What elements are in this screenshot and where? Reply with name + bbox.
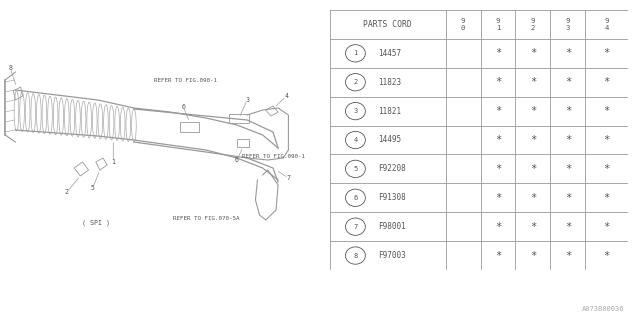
- Text: REFER TO FIG.090-1: REFER TO FIG.090-1: [242, 154, 305, 159]
- Text: *: *: [565, 222, 571, 232]
- Text: *: *: [565, 135, 571, 145]
- Text: 5: 5: [353, 166, 358, 172]
- Text: 9
3: 9 3: [566, 18, 570, 31]
- Text: *: *: [495, 222, 501, 232]
- Text: 3: 3: [245, 97, 249, 103]
- Bar: [228, 114, 249, 123]
- Bar: [180, 122, 199, 132]
- Text: REFER TO FIG.070-5A: REFER TO FIG.070-5A: [173, 216, 239, 221]
- Text: 1: 1: [353, 50, 358, 56]
- Text: 1: 1: [111, 159, 115, 165]
- Text: *: *: [530, 164, 536, 174]
- Text: F92208: F92208: [378, 164, 406, 173]
- Text: *: *: [530, 251, 536, 260]
- Text: 6: 6: [353, 195, 358, 201]
- Text: 3: 3: [353, 108, 358, 114]
- Text: *: *: [604, 135, 610, 145]
- Text: 8: 8: [353, 252, 358, 259]
- Text: 6: 6: [181, 104, 186, 110]
- Bar: [237, 139, 249, 147]
- Text: *: *: [565, 48, 571, 58]
- Text: 9
4: 9 4: [605, 18, 609, 31]
- Text: *: *: [530, 106, 536, 116]
- Text: *: *: [565, 164, 571, 174]
- Text: *: *: [530, 193, 536, 203]
- Text: *: *: [604, 251, 610, 260]
- Text: *: *: [495, 164, 501, 174]
- Text: 14457: 14457: [378, 49, 402, 58]
- Text: 14495: 14495: [378, 135, 402, 145]
- Text: 7: 7: [287, 175, 291, 181]
- Text: *: *: [604, 164, 610, 174]
- Text: *: *: [565, 106, 571, 116]
- Text: *: *: [530, 77, 536, 87]
- Text: 11821: 11821: [378, 107, 402, 116]
- Text: *: *: [565, 77, 571, 87]
- Text: 9
2: 9 2: [531, 18, 535, 31]
- Text: 5: 5: [91, 185, 95, 191]
- Text: 9
0: 9 0: [461, 18, 465, 31]
- Text: 2: 2: [353, 79, 358, 85]
- Text: *: *: [530, 222, 536, 232]
- Text: PARTS CORD: PARTS CORD: [364, 20, 412, 29]
- Text: F97003: F97003: [378, 251, 406, 260]
- Text: 6: 6: [235, 157, 239, 163]
- Text: 8: 8: [8, 65, 12, 71]
- Text: *: *: [604, 222, 610, 232]
- Text: *: *: [604, 48, 610, 58]
- Text: *: *: [495, 135, 501, 145]
- Text: F98001: F98001: [378, 222, 406, 231]
- Text: *: *: [495, 251, 501, 260]
- Text: *: *: [604, 193, 610, 203]
- Text: 7: 7: [353, 224, 358, 230]
- Text: *: *: [604, 77, 610, 87]
- Text: 2: 2: [65, 189, 69, 195]
- Text: *: *: [565, 251, 571, 260]
- Text: 4: 4: [353, 137, 358, 143]
- Text: *: *: [565, 193, 571, 203]
- Text: *: *: [604, 106, 610, 116]
- Text: *: *: [530, 135, 536, 145]
- Text: 4: 4: [284, 93, 289, 99]
- Text: REFER TO FIG.090-1: REFER TO FIG.090-1: [154, 78, 218, 83]
- Text: *: *: [495, 48, 501, 58]
- Text: 11823: 11823: [378, 78, 402, 87]
- Text: A073B00036: A073B00036: [582, 306, 624, 312]
- Text: *: *: [495, 77, 501, 87]
- Text: *: *: [495, 193, 501, 203]
- Text: ( SPI ): ( SPI ): [83, 220, 111, 227]
- Text: F91308: F91308: [378, 193, 406, 202]
- Text: 9
1: 9 1: [496, 18, 500, 31]
- Text: *: *: [495, 106, 501, 116]
- Text: *: *: [530, 48, 536, 58]
